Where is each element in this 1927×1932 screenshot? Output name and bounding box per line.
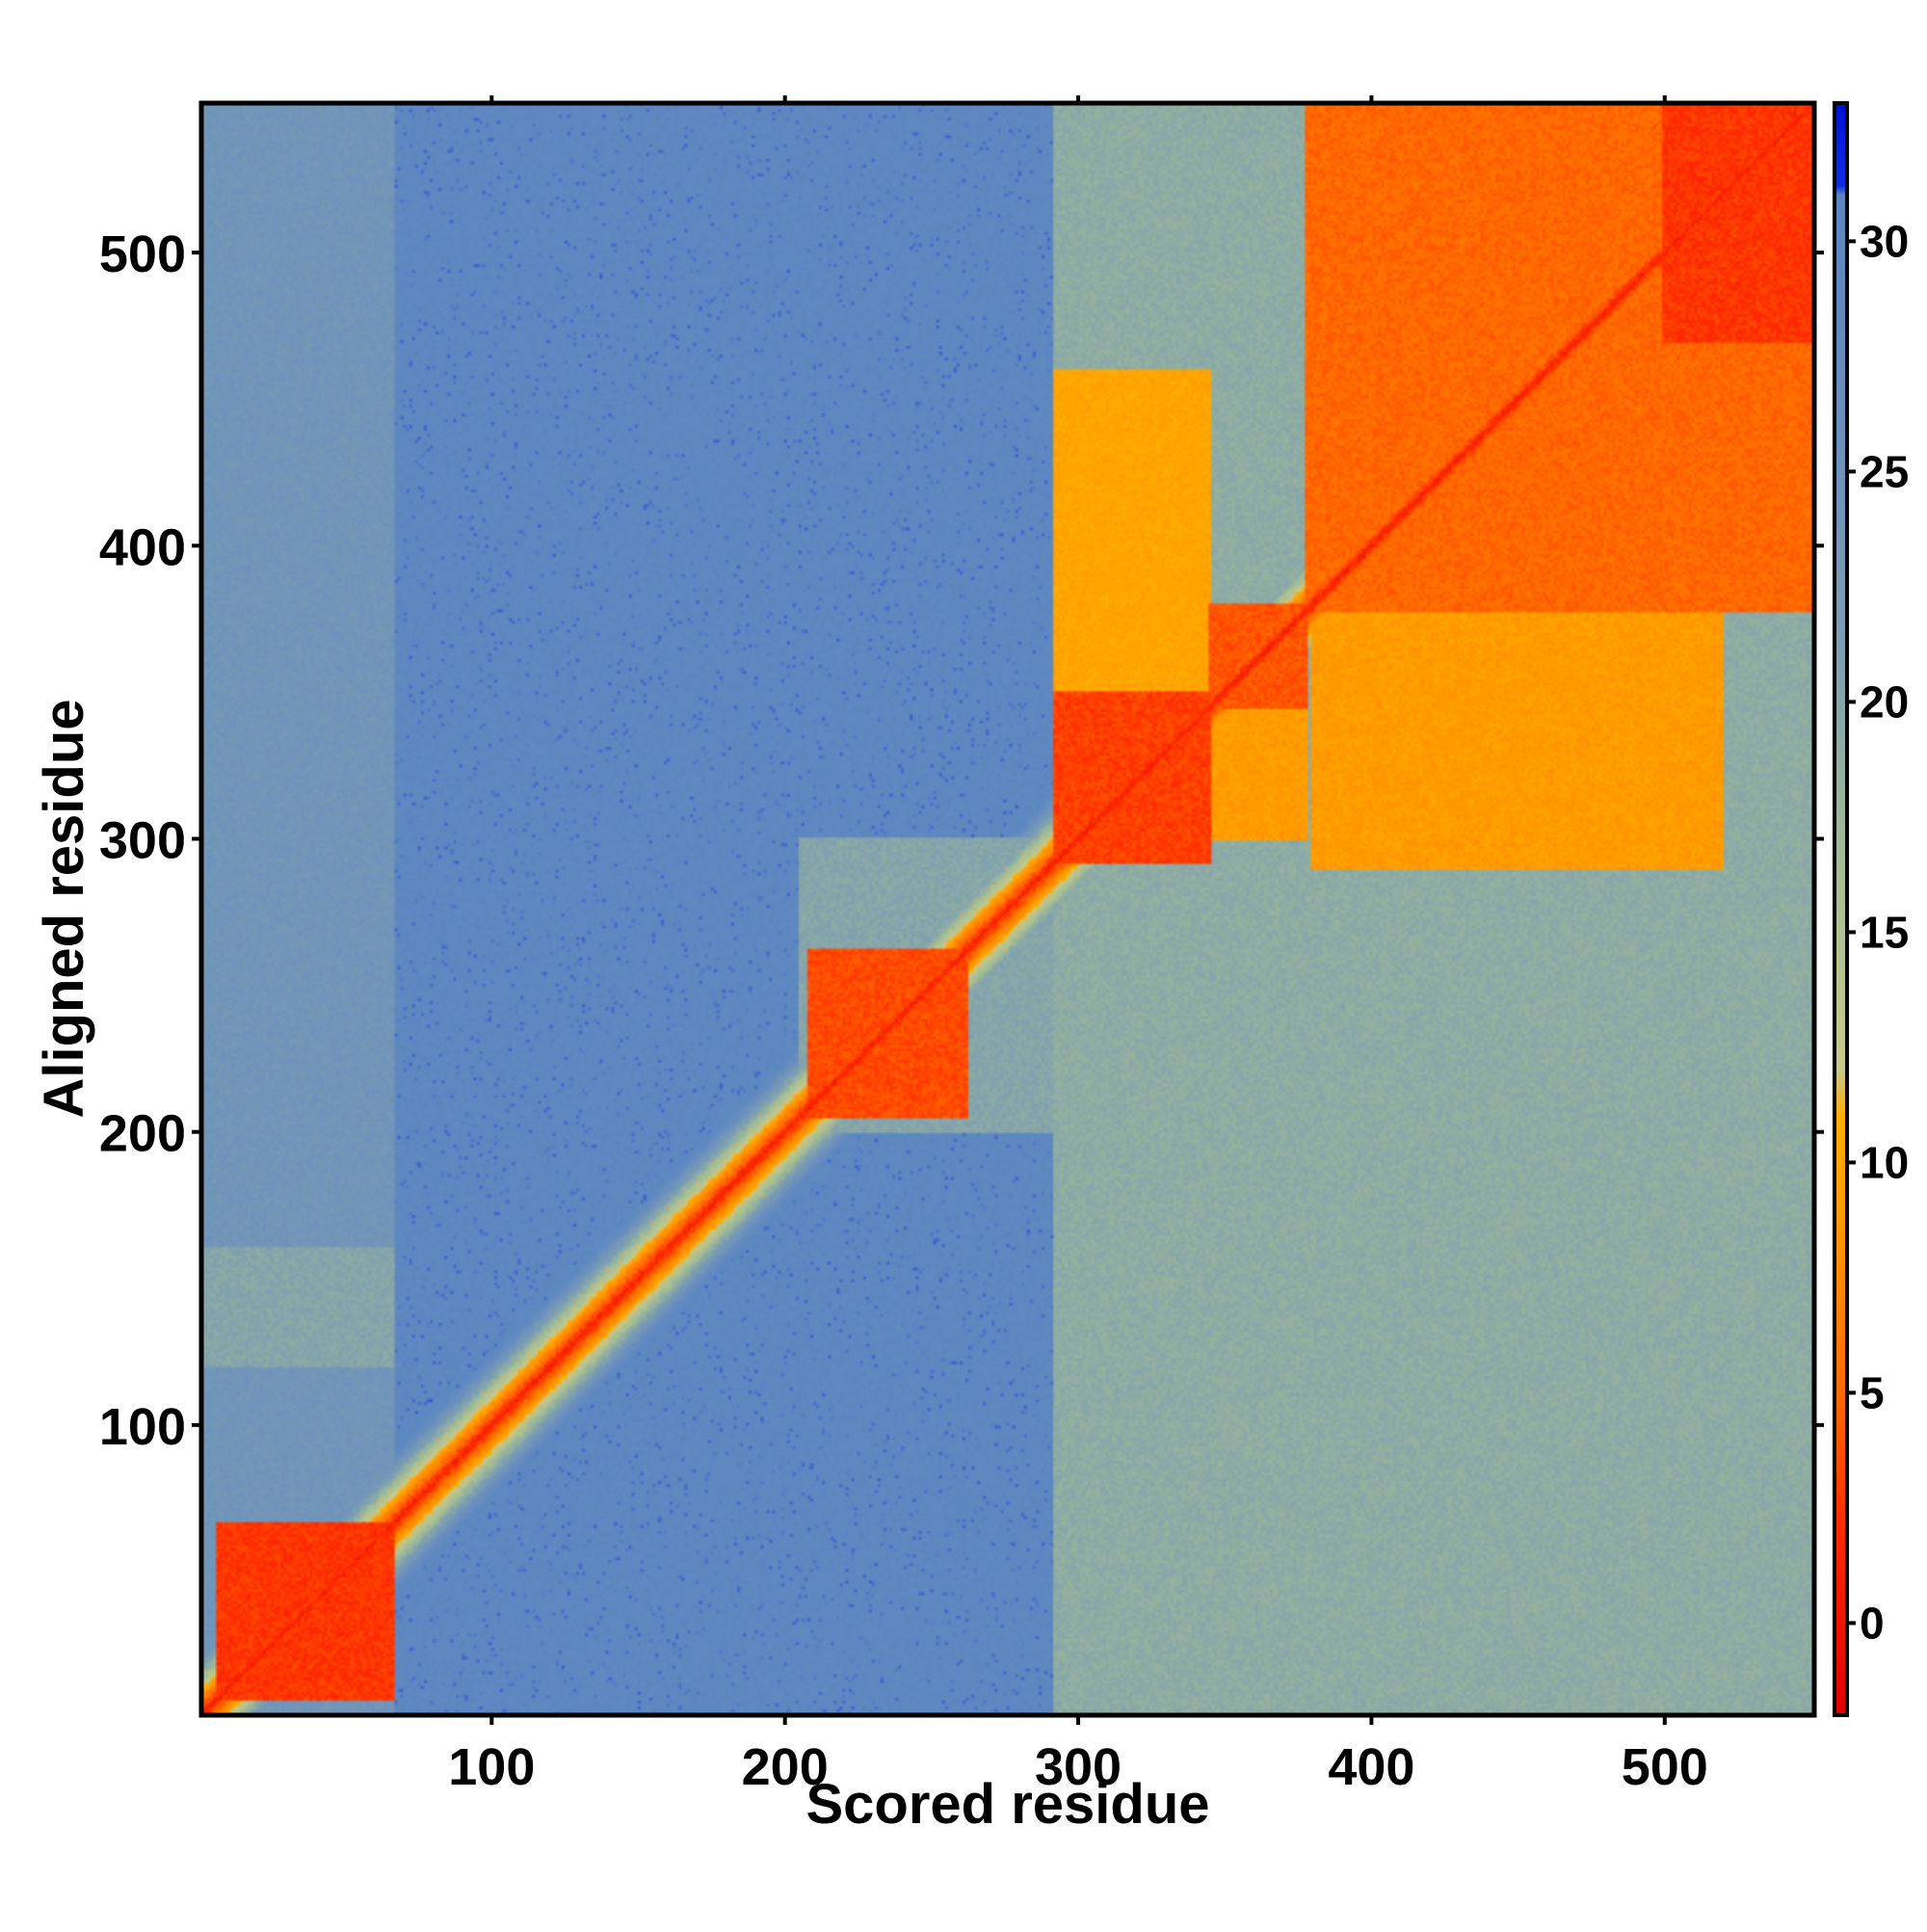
y-tick-label: 400 (99, 518, 186, 576)
y-axis: 100 200 300 400 500 (99, 225, 1824, 1456)
x-tick-label: 300 (1035, 1738, 1122, 1796)
colorbar-frame (1833, 101, 1849, 1717)
x-tick-label: 400 (1328, 1738, 1414, 1796)
colorbar-tick-label: 10 (1860, 1137, 1909, 1187)
x-axis: 100 200 300 400 500 (448, 95, 1708, 1796)
colorbar-ramp (1835, 103, 1847, 1715)
colorbar: 0 5 10 15 20 25 30 (1833, 101, 1909, 1717)
colorbar-tick-label: 25 (1860, 446, 1909, 496)
y-tick-label: 300 (99, 811, 186, 869)
colorbar-tick-label: 0 (1860, 1598, 1885, 1648)
x-tick-label: 200 (742, 1738, 829, 1796)
plot-area (198, 100, 1817, 1718)
x-tick-label: 100 (448, 1738, 535, 1796)
y-axis-title: Aligned residue (33, 699, 95, 1118)
colorbar-tick-label: 30 (1860, 216, 1909, 266)
x-tick-label: 500 (1622, 1738, 1708, 1796)
y-tick-label: 100 (99, 1398, 186, 1456)
colorbar-tick-label: 5 (1860, 1367, 1885, 1417)
colorbar-tick-label: 20 (1860, 676, 1909, 727)
plot-frame (198, 100, 1817, 1718)
colorbar-ticks: 0 5 10 15 20 25 30 (1847, 216, 1909, 1648)
colorbar-tick-label: 15 (1860, 907, 1909, 957)
y-tick-label: 500 (99, 225, 186, 283)
x-axis-title: Scored residue (805, 1773, 1209, 1836)
y-tick-label: 200 (99, 1105, 186, 1163)
heatmap-matrix (201, 103, 1814, 1715)
